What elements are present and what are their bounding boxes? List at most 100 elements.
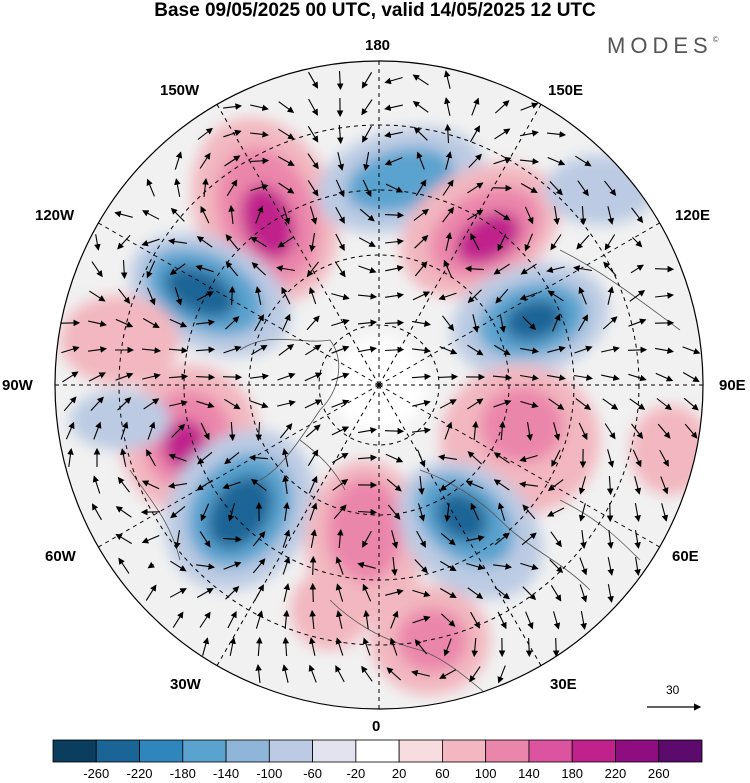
wind-vector <box>306 315 320 331</box>
wind-vector <box>358 265 377 274</box>
lon-label-right: 90E <box>719 377 746 394</box>
meridian-line <box>378 384 545 672</box>
wind-vector <box>385 183 404 193</box>
wind-vector <box>467 451 483 465</box>
wind-vector <box>252 531 266 547</box>
wind-vector <box>281 286 291 305</box>
wind-vector <box>91 503 102 521</box>
wind-vector <box>227 611 237 629</box>
wind-vector <box>200 205 210 224</box>
wind-vector <box>520 263 537 275</box>
wind-vector <box>278 128 295 140</box>
wind-vector <box>438 292 457 301</box>
wind-vector <box>413 208 429 221</box>
meridian-line <box>92 384 380 551</box>
wind-vector <box>607 557 614 576</box>
colorbar-swatch <box>398 739 443 763</box>
anomaly-cell <box>480 387 564 463</box>
wind-vector <box>466 535 485 542</box>
wind-vector <box>307 126 319 143</box>
wind-vector <box>309 637 316 656</box>
wind-vector <box>439 479 456 491</box>
wind-vector <box>196 479 213 491</box>
wind-vector <box>282 475 289 494</box>
lon-label-60w: 60W <box>45 548 76 565</box>
wind-vector <box>200 422 210 441</box>
wind-vector <box>547 345 566 353</box>
wind-vector <box>443 638 452 657</box>
wind-vector <box>384 319 405 327</box>
wind-vector <box>88 320 107 327</box>
colorbar-swatch <box>182 739 227 763</box>
wind-vector <box>169 400 188 407</box>
wind-vector <box>224 451 240 465</box>
wind-vector <box>444 421 453 440</box>
colorbar-tick-label: 20 <box>391 766 407 781</box>
wind-vector <box>386 478 402 492</box>
lon-label-150w: 150W <box>160 82 200 99</box>
wind-vector <box>363 152 370 171</box>
wind-vector <box>254 584 264 602</box>
anomaly-cell <box>290 570 370 650</box>
brand-logo: MODES© <box>607 33 719 59</box>
colorbar-tick-label: 220 <box>604 766 627 781</box>
wind-vector <box>682 372 700 383</box>
wind-vector <box>497 502 506 521</box>
wind-vector <box>469 666 481 683</box>
wind-vector <box>414 261 428 277</box>
wind-vector <box>227 503 236 522</box>
wind-vector <box>417 503 426 522</box>
wind-vector <box>222 481 241 490</box>
wind-vector <box>308 98 318 116</box>
wind-vector <box>254 314 264 332</box>
wind-vector <box>440 560 457 572</box>
wind-vector <box>493 479 510 491</box>
wind-vector <box>604 234 616 251</box>
wind-vector <box>63 396 77 412</box>
map-title: Base 09/05/2025 00 UTC, valid 14/05/2025… <box>154 0 596 21</box>
lon-label-left: 90W <box>2 377 33 394</box>
wind-vector <box>494 344 511 356</box>
meridian-line <box>92 219 380 386</box>
wind-vector <box>603 261 617 276</box>
wind-vector <box>251 262 266 276</box>
wind-vector <box>660 476 669 495</box>
wind-vector <box>661 503 669 522</box>
wind-vector <box>308 286 317 305</box>
anomaly-cell <box>207 475 273 549</box>
wind-vector <box>413 126 428 141</box>
wind-vector <box>520 562 539 571</box>
wind-vector <box>358 237 376 247</box>
wind-vector <box>67 448 74 467</box>
wind-vector <box>250 478 267 491</box>
wind-vector <box>632 237 643 248</box>
colorbar <box>52 739 703 763</box>
wind-vector <box>357 508 378 516</box>
wind-vector <box>525 637 533 658</box>
wind-vector <box>169 263 186 275</box>
wind-vector <box>412 399 431 407</box>
wind-vector <box>412 615 431 624</box>
wind-vector <box>332 452 349 464</box>
wind-vector <box>439 346 458 355</box>
wind-vector <box>334 261 346 278</box>
wind-vector <box>117 397 132 411</box>
wind-vector <box>470 233 480 251</box>
wind-vector <box>146 287 156 306</box>
wind-vector <box>654 265 675 273</box>
colorbar-tick-label: 180 <box>561 766 584 781</box>
wind-vector <box>141 347 162 354</box>
brand-name: MODES <box>607 33 713 58</box>
wind-vector <box>416 151 425 170</box>
map-disc <box>55 61 703 709</box>
wind-vector <box>174 178 181 197</box>
wind-vector <box>223 345 242 354</box>
wind-vector <box>467 209 484 221</box>
wind-vector <box>278 343 295 356</box>
wind-vector <box>521 532 537 546</box>
wind-vector <box>494 128 511 140</box>
wind-vector <box>520 400 539 409</box>
wind-vector <box>412 101 429 113</box>
wind-vector <box>202 637 210 656</box>
